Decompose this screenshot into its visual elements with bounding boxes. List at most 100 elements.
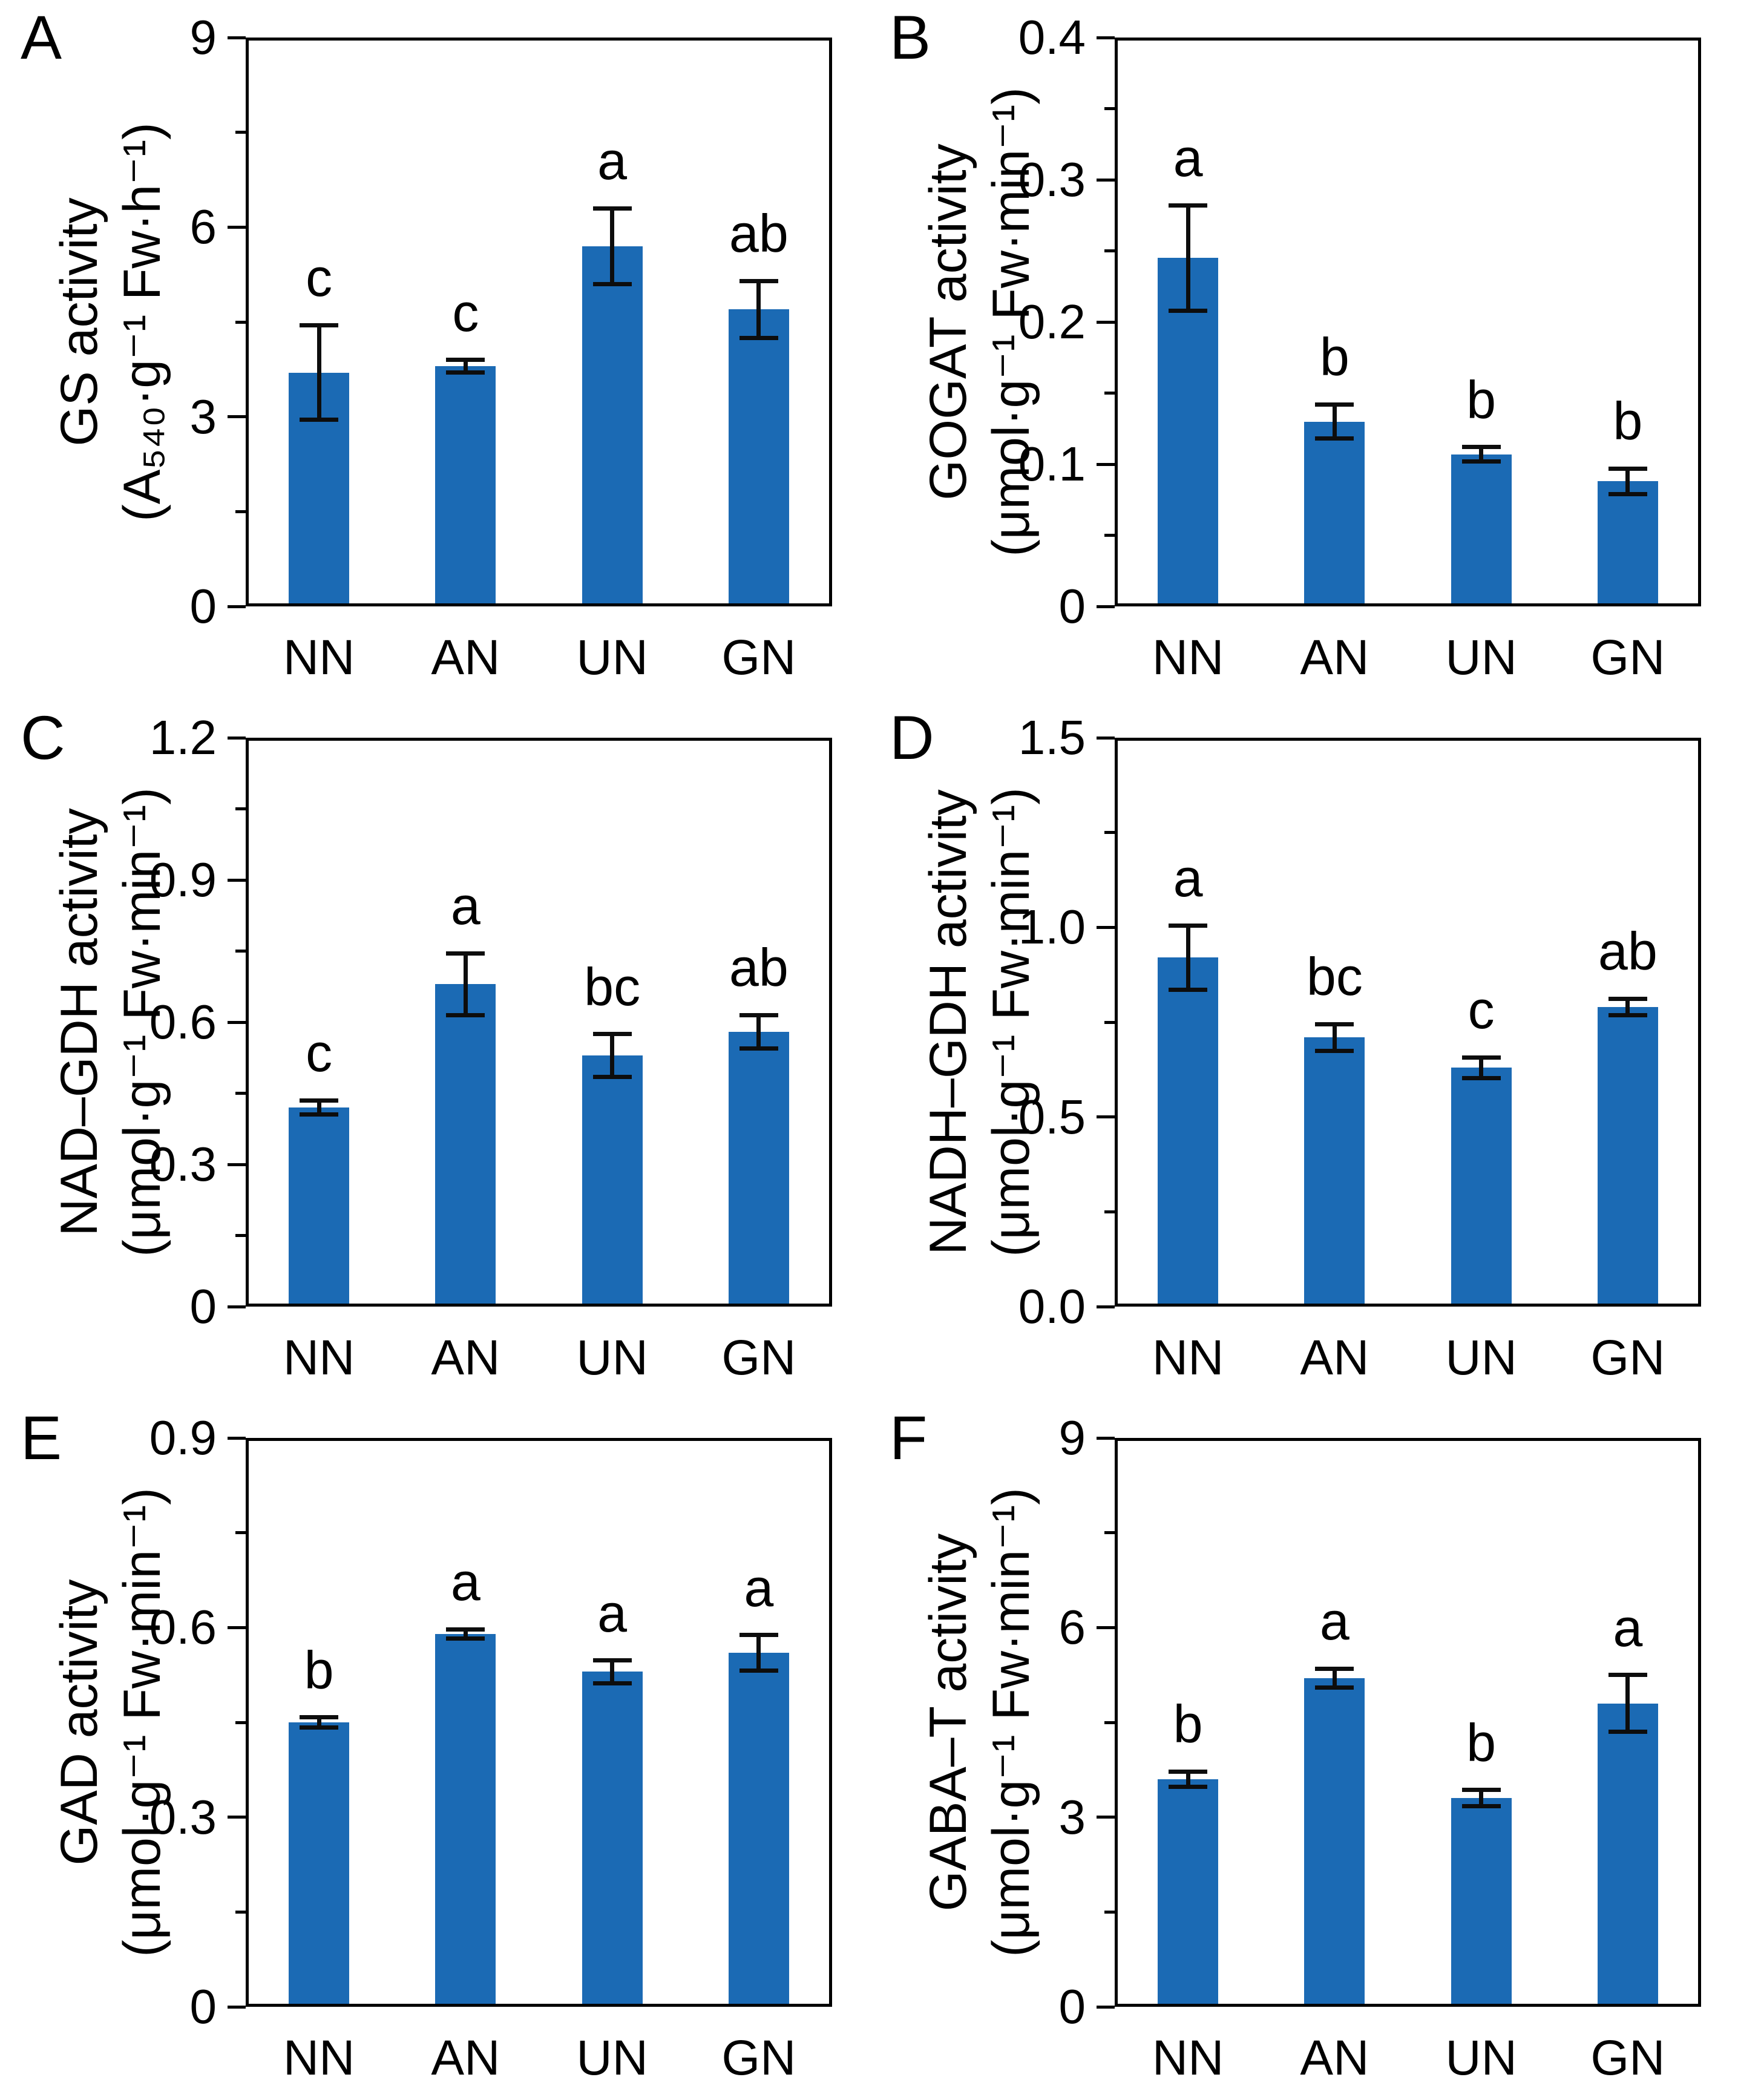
significance-letter: a bbox=[1319, 1591, 1349, 1652]
error-bar-cap-top bbox=[1315, 402, 1354, 407]
y-minor-tick bbox=[1104, 107, 1115, 110]
error-bar-cap-bottom bbox=[446, 370, 485, 375]
significance-letter: ab bbox=[729, 937, 789, 998]
significance-letter: a bbox=[597, 1583, 628, 1643]
error-bar-cap-top bbox=[1461, 1788, 1501, 1793]
y-major-tick bbox=[228, 225, 246, 229]
y-tick-label: 6 bbox=[189, 200, 217, 254]
error-bar-cap-top bbox=[300, 1098, 339, 1103]
x-tick-label: AN bbox=[431, 630, 500, 685]
bar-un bbox=[582, 1672, 643, 2005]
error-bar-line bbox=[463, 1629, 468, 1639]
y-axis-label-unit: (μmol·g⁻¹ Fw·min⁻¹) bbox=[113, 1488, 171, 1957]
panel-letter: E bbox=[21, 1403, 62, 1472]
y-tick-label: 0.1 bbox=[1018, 437, 1086, 491]
error-bar-cap-bottom bbox=[300, 418, 339, 422]
error-bar-line bbox=[1625, 999, 1630, 1016]
error-bar-cap-top bbox=[592, 1658, 632, 1663]
error-bar-cap-bottom bbox=[300, 1112, 339, 1117]
error-bar-cap-bottom bbox=[592, 1074, 632, 1079]
y-major-tick bbox=[228, 1436, 246, 1440]
y-minor-tick bbox=[235, 950, 246, 953]
significance-letter: a bbox=[450, 876, 480, 936]
y-tick-label: 3 bbox=[1058, 1790, 1086, 1844]
y-major-tick bbox=[1097, 2005, 1115, 2009]
y-minor-tick bbox=[1104, 534, 1115, 537]
y-tick-label: 0 bbox=[189, 579, 217, 633]
significance-letter: a bbox=[1173, 128, 1203, 188]
x-tick-label: NN bbox=[1152, 1330, 1224, 1385]
error-bar-line bbox=[1479, 1790, 1484, 1806]
bar-nn bbox=[289, 1107, 350, 1305]
error-bar-line bbox=[610, 1660, 615, 1684]
y-axis-label-name: GABA–T activity bbox=[919, 1533, 977, 1912]
error-bar-cap-bottom bbox=[1169, 988, 1208, 993]
error-bar-cap-top bbox=[1169, 1769, 1208, 1774]
error-bar-line bbox=[610, 1034, 615, 1077]
error-bar-line bbox=[1479, 1057, 1484, 1078]
y-tick-label: 0.5 bbox=[1018, 1089, 1086, 1144]
y-major-tick bbox=[228, 415, 246, 419]
y-minor-tick bbox=[235, 1531, 246, 1535]
x-tick-label: GN bbox=[1590, 2030, 1665, 2085]
chart-panel-c: C NAD–GDH activity (μmol·g⁻¹ Fw·min⁻¹) 0 0.3… bbox=[0, 700, 869, 1400]
error-bar-cap-top bbox=[446, 951, 485, 956]
plot-box bbox=[1115, 1438, 1701, 2007]
error-bar-cap-top bbox=[1315, 1666, 1354, 1671]
x-tick-label: UN bbox=[1445, 630, 1517, 685]
y-tick-label: 0 bbox=[1058, 1980, 1086, 2033]
y-tick-label: 0 bbox=[189, 1980, 217, 2033]
y-major-tick bbox=[228, 1305, 246, 1308]
error-bar-cap-bottom bbox=[1461, 1075, 1501, 1080]
bar-gn bbox=[1597, 1703, 1658, 2005]
error-bar-line bbox=[316, 1717, 321, 1728]
error-bar-cap-bottom bbox=[1315, 436, 1354, 441]
y-major-tick bbox=[1097, 1305, 1115, 1308]
error-bar-cap-bottom bbox=[1169, 1785, 1208, 1790]
bar-un bbox=[1451, 1798, 1512, 2005]
bar-un bbox=[1451, 1068, 1512, 1305]
error-bar-cap-bottom bbox=[739, 335, 778, 340]
y-minor-tick bbox=[1104, 1531, 1115, 1535]
bar-gn bbox=[1597, 1006, 1658, 1305]
y-tick-label: 0.6 bbox=[149, 1600, 217, 1655]
error-bar-line bbox=[316, 325, 321, 420]
error-bar-line bbox=[756, 1015, 761, 1049]
y-major-tick bbox=[228, 1020, 246, 1024]
significance-letter: b bbox=[1319, 327, 1349, 387]
bar-gn bbox=[1597, 481, 1658, 605]
error-bar-cap-top bbox=[300, 323, 339, 327]
bar-un bbox=[1451, 454, 1512, 605]
x-tick-label: GN bbox=[1590, 630, 1665, 685]
y-tick-label: 9 bbox=[189, 10, 217, 64]
y-major-tick bbox=[228, 736, 246, 740]
y-minor-tick bbox=[235, 1910, 246, 1914]
x-tick-label: GN bbox=[721, 1330, 796, 1385]
y-tick-label: 9 bbox=[1058, 1411, 1086, 1465]
error-bar-cap-top bbox=[446, 358, 485, 363]
significance-letter: a bbox=[1173, 848, 1203, 908]
panel-letter: A bbox=[21, 3, 62, 72]
y-axis-label-unit: (μmol·g⁻¹ Fw·min⁻¹) bbox=[982, 787, 1040, 1257]
significance-letter: b bbox=[1173, 1694, 1203, 1754]
y-minor-tick bbox=[1104, 1721, 1115, 1724]
x-tick-label: UN bbox=[1445, 1330, 1517, 1385]
significance-letter: b bbox=[304, 1639, 334, 1700]
bar-un bbox=[582, 1055, 643, 1305]
significance-letter: a bbox=[744, 1557, 774, 1618]
bar-an bbox=[1304, 1037, 1365, 1305]
significance-letter: bc bbox=[1306, 947, 1363, 1007]
x-tick-label: NN bbox=[1152, 630, 1224, 685]
y-major-tick bbox=[1097, 178, 1115, 182]
y-major-tick bbox=[228, 605, 246, 608]
error-bar-line bbox=[1185, 205, 1190, 311]
y-minor-tick bbox=[1104, 831, 1115, 835]
x-tick-label: UN bbox=[576, 630, 648, 685]
error-bar-cap-top bbox=[1169, 923, 1208, 928]
error-bar-line bbox=[1332, 1024, 1337, 1051]
y-tick-label: 0.4 bbox=[1018, 10, 1086, 64]
x-tick-label: AN bbox=[1300, 2030, 1369, 2085]
error-bar-cap-bottom bbox=[592, 1681, 632, 1685]
error-bar-cap-bottom bbox=[446, 1012, 485, 1017]
chart-panel-f: F GABA–T activity (μmol·g⁻¹ Fw·min⁻¹) 0 3 6 9 b… bbox=[869, 1400, 1738, 2100]
